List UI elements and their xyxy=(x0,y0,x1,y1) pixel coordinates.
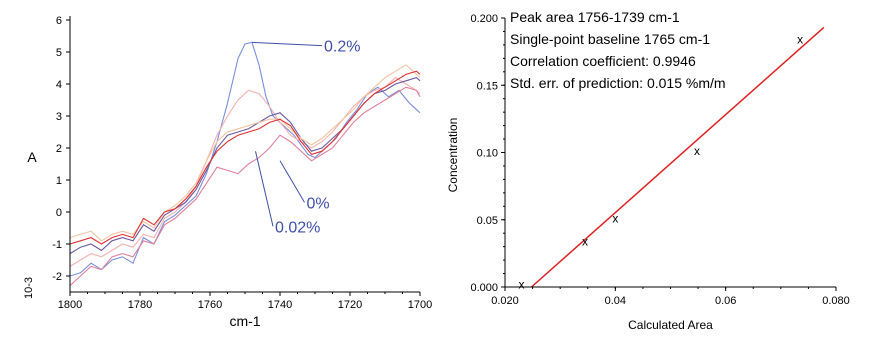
info-line: Single-point baseline 1765 cm-1 xyxy=(510,31,710,47)
calibration-y-axis-label: Concentration xyxy=(446,118,460,193)
annotation-label: 0.02% xyxy=(275,219,320,236)
annotation-label: 0% xyxy=(307,195,330,212)
spectrum-line xyxy=(69,64,421,242)
calibration-point: x xyxy=(797,33,803,47)
y-tick-label: 0.200 xyxy=(470,13,498,25)
annotation-leader-line xyxy=(255,151,274,227)
x-tick-label: 0.04 xyxy=(605,295,626,307)
x-tick-label: 0.080 xyxy=(822,295,850,307)
y-tick-label: 0.10 xyxy=(477,148,498,160)
calibration-x-ticks: 0.020 0.04 0.06 0.080 xyxy=(491,287,850,307)
spectra-chart: 0.2%0%0.02% 1800 1780 1760 1740 1720 1700 -2-… xyxy=(23,15,432,329)
spectrum-line xyxy=(69,76,421,255)
info-line: Std. err. of prediction: 0.015 %m/m xyxy=(510,75,726,91)
x-tick-label: 1780 xyxy=(128,299,152,311)
info-line: Peak area 1756-1739 cm-1 xyxy=(510,9,680,25)
y-tick-label: 0.05 xyxy=(477,215,498,227)
calibration-point: x xyxy=(612,211,618,225)
spectra-annotations: 0.2% 0% 0.02% xyxy=(251,39,360,236)
calibration-info-block: Peak area 1756-1739 cm-1 Single-point bas… xyxy=(510,9,726,91)
x-tick-label: 1700 xyxy=(408,299,432,311)
annotation-leader-line xyxy=(251,41,323,47)
info-line: Correlation coefficient: 0.9946 xyxy=(510,53,696,69)
calibration-points: x x x x x xyxy=(519,33,804,292)
y-tick-label: 0.000 xyxy=(470,282,498,294)
spectra-y-multiplier-label: 10-3 xyxy=(23,277,35,299)
x-tick-label: 0.020 xyxy=(491,295,519,307)
spectrum-line xyxy=(69,41,421,277)
calibration-point: x xyxy=(694,144,700,158)
y-tick-label: 4 xyxy=(56,79,62,91)
spectrum-line xyxy=(69,76,421,267)
calibration-x-axis-label: Calculated Area xyxy=(628,318,713,332)
y-tick-label: 6 xyxy=(56,15,62,27)
spectra-x-axis-label: cm-1 xyxy=(229,313,260,329)
spectra-x-ticks: 1800 1780 1760 1740 1720 1700 xyxy=(58,292,432,311)
spectra-series-group xyxy=(69,41,421,287)
x-tick-label: 1740 xyxy=(268,299,292,311)
x-tick-label: 1800 xyxy=(58,299,82,311)
spectra-y-ticks: -2 -1 0 1 2 3 4 5 6 xyxy=(52,15,70,283)
y-tick-label: 0 xyxy=(56,207,62,219)
y-tick-label: 1 xyxy=(56,175,62,187)
x-tick-label: 0.06 xyxy=(715,295,736,307)
spectra-y-axis-label: A xyxy=(27,149,37,165)
spectrum-line xyxy=(69,86,421,287)
calibration-point: x xyxy=(582,234,588,248)
calibration-point: x xyxy=(519,277,525,291)
y-tick-label: 5 xyxy=(56,47,62,59)
x-tick-label: 1720 xyxy=(338,299,362,311)
y-tick-label: 2 xyxy=(56,143,62,155)
calibration-y-ticks: 0.000 0.05 0.10 0.15 0.200 xyxy=(470,13,505,294)
annotation-leader-line xyxy=(279,160,305,203)
y-tick-label: 3 xyxy=(56,111,62,123)
annotation-label: 0.2% xyxy=(324,39,360,56)
spectrum-line xyxy=(69,70,421,245)
y-tick-label: 0.15 xyxy=(477,80,498,92)
regression-line xyxy=(530,26,825,288)
y-tick-label: -2 xyxy=(52,271,62,283)
y-tick-label: -1 xyxy=(52,239,62,251)
x-tick-label: 1760 xyxy=(198,299,222,311)
